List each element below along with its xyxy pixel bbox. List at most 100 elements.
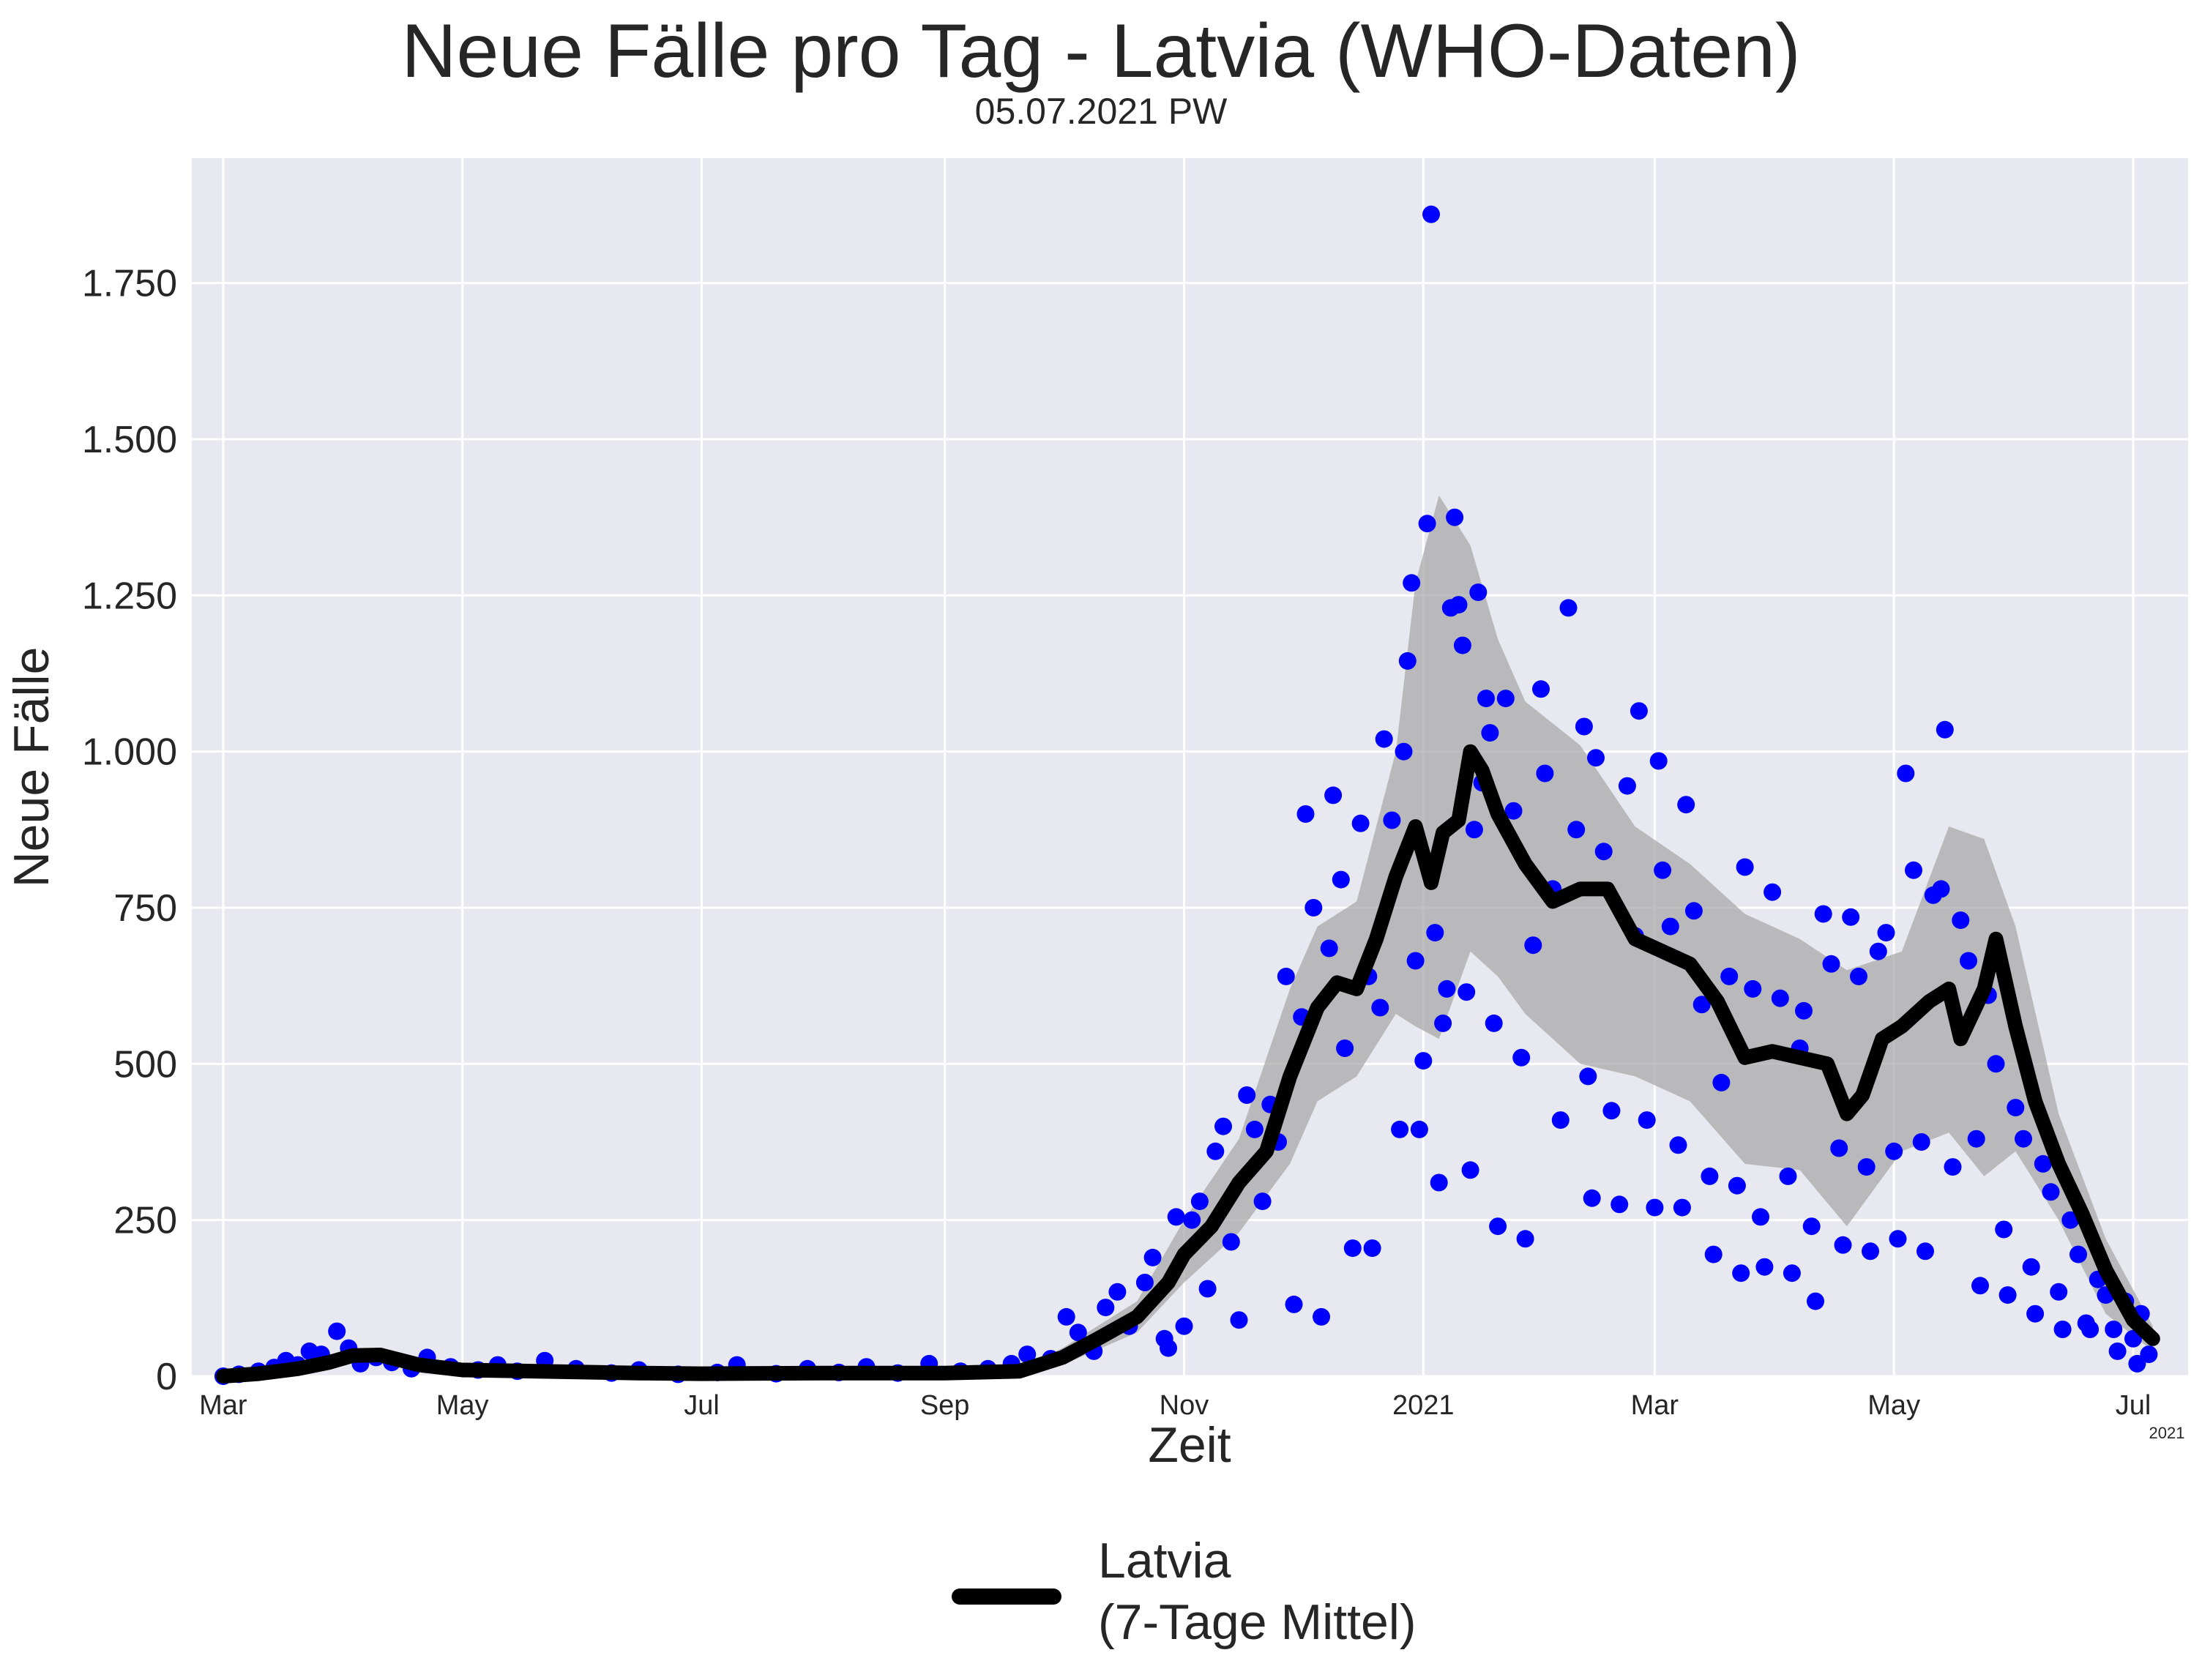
data-point — [1752, 1208, 1769, 1226]
data-point — [1905, 861, 1922, 879]
data-point — [1485, 1014, 1503, 1032]
data-point — [1744, 979, 1762, 998]
data-point — [2007, 1099, 2025, 1117]
x-tick-label: Jul — [2116, 1390, 2151, 1421]
data-point — [1764, 883, 1782, 901]
data-point — [1952, 911, 1970, 930]
data-point — [1532, 680, 1550, 698]
data-point — [1398, 652, 1417, 670]
year-note: 2021 — [2149, 1424, 2185, 1442]
data-point — [1461, 1161, 1479, 1179]
data-point — [1230, 1311, 1248, 1329]
data-point — [1618, 777, 1636, 795]
data-point — [1998, 1286, 2017, 1304]
data-point — [1842, 908, 1860, 926]
y-tick-label: 750 — [113, 887, 177, 930]
data-point — [1069, 1324, 1087, 1342]
data-point — [1579, 1067, 1597, 1086]
data-point — [1736, 858, 1754, 876]
data-point — [1850, 967, 1867, 985]
data-point — [2050, 1283, 2068, 1301]
data-point — [1375, 730, 1393, 748]
data-point — [1305, 899, 1323, 916]
data-point — [2022, 1258, 2040, 1276]
data-point — [1912, 1133, 1930, 1151]
data-point — [1238, 1086, 1256, 1104]
data-point — [1795, 1001, 1813, 1020]
data-point — [1504, 802, 1523, 820]
x-tick-label: Jul — [684, 1390, 720, 1421]
data-point — [1654, 861, 1672, 879]
grid — [192, 158, 2188, 1378]
data-point — [1728, 1176, 1746, 1195]
data-point — [1536, 764, 1554, 783]
data-point — [1320, 939, 1338, 957]
data-point — [1712, 1073, 1731, 1091]
data-point — [1477, 690, 1495, 708]
data-point — [1783, 1264, 1801, 1283]
data-point — [1830, 1139, 1848, 1157]
y-tick-label: 250 — [113, 1200, 177, 1242]
data-point — [1426, 924, 1444, 942]
data-point — [2140, 1345, 2158, 1364]
data-point — [1253, 1192, 1272, 1211]
y-tick-label: 1.000 — [82, 731, 177, 774]
data-point — [1673, 1198, 1691, 1217]
data-point — [1214, 1117, 1232, 1135]
data-point — [1135, 1274, 1154, 1291]
data-point — [1704, 1245, 1723, 1263]
data-point — [1351, 814, 1370, 832]
data-point — [1677, 796, 1695, 814]
data-point — [1277, 967, 1295, 985]
data-point — [1814, 905, 1832, 923]
data-point — [1324, 786, 1343, 804]
data-point — [2034, 1154, 2052, 1173]
data-point — [1206, 1142, 1225, 1160]
data-point — [1383, 811, 1401, 829]
y-tick-label: 500 — [113, 1043, 177, 1086]
data-point — [1018, 1345, 1037, 1364]
chart-subtitle: 05.07.2021 PW — [974, 91, 1228, 132]
data-point — [1857, 1158, 1876, 1176]
data-point — [1395, 742, 1413, 761]
data-point — [1414, 1052, 1433, 1070]
data-point — [1418, 515, 1436, 533]
data-point — [1406, 952, 1425, 970]
legend-label: Latvia (7-Tage Mittel) — [1098, 1533, 1417, 1650]
data-point — [2128, 1354, 2146, 1373]
x-tick-label: Nov — [1160, 1390, 1209, 1421]
data-point — [1516, 1230, 1534, 1248]
data-point — [1403, 574, 1421, 592]
data-point — [1779, 1167, 1797, 1185]
data-point — [1371, 998, 1389, 1017]
x-tick-labels: Mar May Jul Sep Nov 2021 Mar May Jul — [199, 1390, 2151, 1421]
x-tick-label: May — [436, 1390, 489, 1421]
data-point — [1453, 636, 1471, 654]
data-point — [1995, 1220, 2013, 1239]
data-point — [1575, 717, 1593, 736]
x-tick-label: Mar — [1631, 1390, 1679, 1421]
data-point — [1551, 1111, 1570, 1130]
data-point — [1481, 724, 1499, 742]
data-point — [2061, 1211, 2080, 1229]
data-point — [1097, 1299, 1115, 1317]
data-point — [2124, 1329, 2142, 1348]
series-line — [215, 744, 2160, 1384]
data-point — [1190, 1192, 1209, 1211]
data-point — [1469, 583, 1488, 602]
legend-line-swatch — [952, 1588, 1061, 1605]
data-point — [1422, 205, 1440, 223]
data-point — [1108, 1283, 1127, 1301]
data-point — [1332, 870, 1350, 889]
data-point — [1363, 1239, 1381, 1258]
data-point — [2108, 1342, 2127, 1360]
data-point — [2081, 1321, 2100, 1338]
data-point — [1449, 596, 1468, 614]
data-point — [1802, 1217, 1821, 1236]
data-point — [1583, 1189, 1601, 1207]
data-point — [2042, 1183, 2060, 1201]
x-tick-label: Mar — [199, 1390, 247, 1421]
data-point — [1222, 1233, 1240, 1251]
data-point — [1489, 1217, 1507, 1236]
data-point — [1245, 1120, 1264, 1138]
